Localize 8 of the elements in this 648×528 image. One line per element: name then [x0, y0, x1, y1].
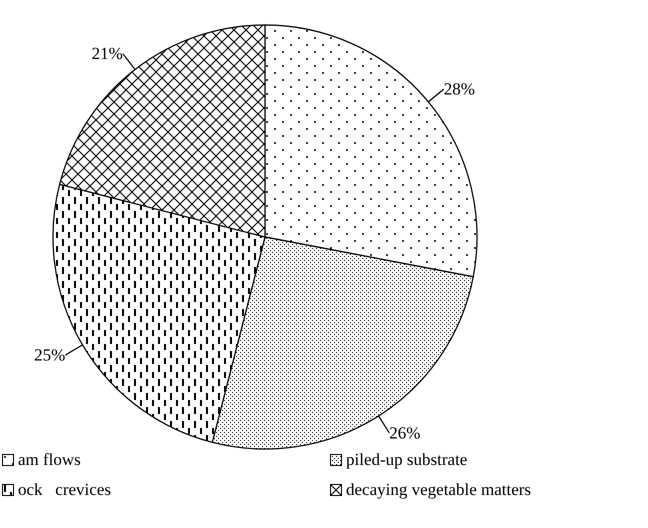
legend-label: piled-up substrate: [346, 450, 468, 470]
data-label: 21%: [92, 44, 123, 64]
data-label: 26%: [389, 423, 420, 442]
data-label: 25%: [34, 346, 66, 365]
legend-label: am flows: [18, 450, 81, 470]
legend-label: ock crevices: [18, 480, 111, 500]
data-label: 28%: [444, 80, 475, 99]
legend-label: decaying vegetable matters: [346, 480, 532, 500]
